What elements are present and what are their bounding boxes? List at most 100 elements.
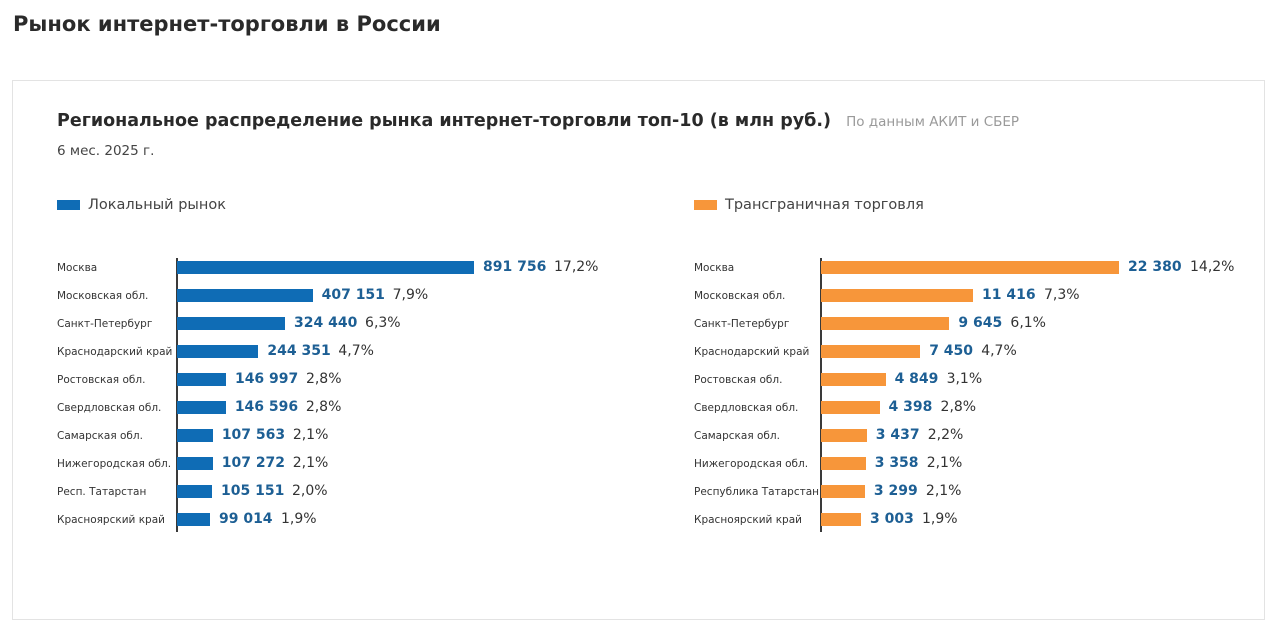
local-share-label: 2,8% — [305, 399, 342, 415]
local-bar — [177, 261, 474, 274]
local-bar — [177, 457, 213, 470]
local-bar — [177, 429, 213, 442]
crossborder-value-label: 11 416 — [982, 287, 1036, 303]
local-value-label: 324 440 — [294, 315, 358, 331]
crossborder-row: Москва 22 380 14,2% — [694, 256, 1264, 284]
chart-source: По данным АКИТ и СБЕР — [846, 114, 1020, 130]
local-category-label: Нижегородская обл. — [57, 458, 172, 470]
crossborder-bar — [821, 289, 973, 302]
crossborder-row: Свердловская обл. 4 398 2,8% — [694, 396, 1264, 424]
legend-crossborder-swatch — [694, 200, 717, 210]
crossborder-row: Санкт-Петербург 9 645 6,1% — [694, 312, 1264, 340]
local-category-label: Санкт-Петербург — [57, 318, 153, 330]
crossborder-category-label: Ростовская обл. — [694, 374, 783, 386]
crossborder-category-label: Самарская обл. — [694, 430, 780, 442]
local-share-label: 7,9% — [392, 287, 429, 303]
crossborder-share-label: 1,9% — [921, 511, 958, 527]
crossborder-category-label: Краснодарский край — [694, 346, 810, 358]
local-row: Санкт-Петербург 324 440 6,3% — [57, 312, 657, 340]
local-category-label: Ростовская обл. — [57, 374, 146, 386]
crossborder-row: Республика Татарстан 3 299 2,1% — [694, 480, 1264, 508]
chart-title: Региональное распределение рынка интерне… — [57, 111, 831, 131]
crossborder-value-label: 3 299 — [873, 483, 918, 499]
local-bar — [177, 373, 226, 386]
chart-heading: Региональное распределение рынка интерне… — [57, 111, 1019, 131]
crossborder-category-label: Московская обл. — [694, 290, 786, 302]
local-category-label: Красноярский край — [57, 514, 165, 526]
local-value-label: 244 351 — [267, 343, 331, 359]
crossborder-value-label: 3 437 — [875, 427, 920, 443]
local-value-label: 891 756 — [483, 259, 547, 275]
local-share-label: 2,0% — [292, 483, 328, 499]
local-value-label: 107 563 — [221, 427, 286, 443]
local-axis-line — [176, 258, 178, 532]
local-share-label: 4,7% — [338, 343, 374, 359]
crossborder-row: Самарская обл. 3 437 2,2% — [694, 424, 1264, 452]
crossborder-share-label: 6,1% — [1010, 315, 1046, 331]
crossborder-value-label: 3 003 — [869, 511, 914, 527]
crossborder-row: Красноярский край 3 003 1,9% — [694, 508, 1264, 536]
local-row: Респ. Татарстан 105 151 2,0% — [57, 480, 657, 508]
local-category-label: Московская обл. — [57, 290, 149, 302]
crossborder-bar — [821, 485, 865, 498]
local-value-label: 107 272 — [221, 455, 286, 471]
local-value-label: 407 151 — [321, 287, 385, 303]
local-share-label: 2,1% — [292, 427, 329, 443]
local-row: Краснодарский край 244 351 4,7% — [57, 340, 657, 368]
crossborder-category-label: Красноярский край — [694, 514, 802, 526]
local-row: Свердловская обл. 146 596 2,8% — [57, 396, 657, 424]
local-share-label: 1,9% — [280, 511, 317, 527]
local-category-label: Самарская обл. — [57, 430, 143, 442]
legend-local-label: Локальный рынок — [88, 197, 226, 213]
crossborder-value-label: 4 849 — [894, 371, 939, 387]
crossborder-row: Нижегородская обл. 3 358 2,1% — [694, 452, 1264, 480]
crossborder-value-label: 22 380 — [1128, 259, 1182, 275]
local-bar — [177, 317, 286, 330]
crossborder-bar — [821, 401, 880, 414]
crossborder-value-label: 3 358 — [874, 455, 919, 471]
local-value-label: 99 014 — [218, 511, 273, 527]
legend-local: Локальный рынок — [57, 197, 226, 213]
local-row: Москва 891 756 17,2% — [57, 256, 657, 284]
local-row: Красноярский край 99 014 1,9% — [57, 508, 657, 536]
crossborder-row: Краснодарский край 7 450 4,7% — [694, 340, 1264, 368]
crossborder-share-label: 4,7% — [981, 343, 1017, 359]
local-row: Самарская обл. 107 563 2,1% — [57, 424, 657, 452]
local-row: Ростовская обл. 146 997 2,8% — [57, 368, 657, 396]
crossborder-row: Московская обл. 11 416 7,3% — [694, 284, 1264, 312]
local-category-label: Москва — [57, 262, 98, 274]
crossborder-share-label: 2,1% — [925, 483, 962, 499]
local-bar — [177, 345, 259, 358]
local-bar — [177, 513, 210, 526]
crossborder-share-label: 3,1% — [946, 371, 983, 387]
crossborder-share-label: 7,3% — [1044, 287, 1080, 303]
crossborder-share-label: 2,2% — [927, 427, 964, 443]
local-bar — [177, 289, 313, 302]
crossborder-bar — [821, 317, 950, 330]
page-title: Рынок интернет-торговли в России — [13, 12, 441, 36]
legend-crossborder: Трансграничная торговля — [694, 197, 924, 213]
local-value-label: 105 151 — [221, 483, 285, 499]
crossborder-bar — [821, 457, 866, 470]
local-value-label: 146 596 — [234, 399, 299, 415]
crossborder-share-label: 14,2% — [1190, 259, 1235, 275]
local-row: Нижегородская обл. 107 272 2,1% — [57, 452, 657, 480]
chart-period: 6 мес. 2025 г. — [57, 143, 155, 159]
local-market-chart: Москва 891 756 17,2% Московская обл. 407 151… — [57, 256, 657, 532]
crossborder-category-label: Нижегородская обл. — [694, 458, 809, 470]
local-share-label: 2,1% — [292, 455, 329, 471]
legend-crossborder-label: Трансграничная торговля — [725, 197, 924, 213]
crossborder-share-label: 2,8% — [940, 399, 977, 415]
local-category-label: Свердловская обл. — [57, 402, 162, 414]
crossborder-bar — [821, 373, 886, 386]
crossborder-bar — [821, 345, 921, 358]
crossborder-chart: Москва 22 380 14,2% Московская обл. 11 416 7,… — [694, 256, 1264, 532]
crossborder-value-label: 7 450 — [929, 343, 974, 359]
crossborder-share-label: 2,1% — [926, 455, 963, 471]
crossborder-value-label: 4 398 — [888, 399, 933, 415]
crossborder-value-label: 9 645 — [958, 315, 1003, 331]
local-category-label: Респ. Татарстан — [57, 486, 147, 498]
crossborder-category-label: Республика Татарстан — [694, 486, 820, 498]
crossborder-axis-line — [820, 258, 822, 532]
local-value-label: 146 997 — [234, 371, 299, 387]
